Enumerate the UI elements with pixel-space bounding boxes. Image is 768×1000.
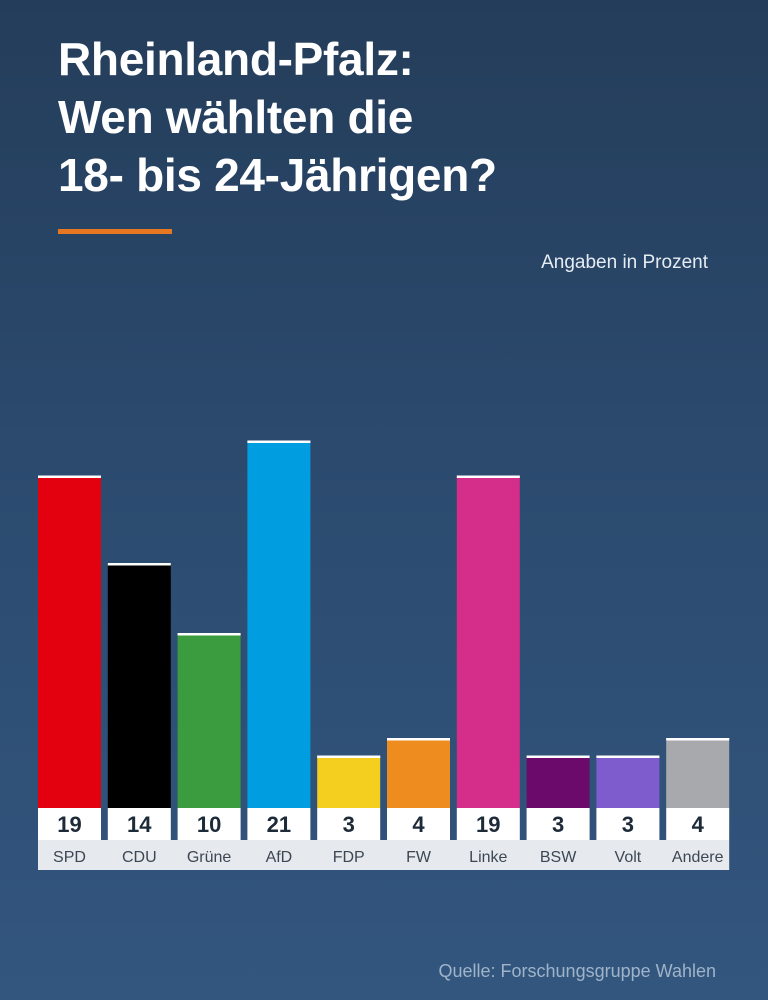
category-label-fdp: FDP bbox=[333, 849, 365, 866]
bar-volt bbox=[596, 755, 660, 808]
category-label-cdu: CDU bbox=[122, 849, 157, 866]
bar-gr-ne bbox=[177, 633, 241, 808]
category-label-bsw: BSW bbox=[540, 849, 577, 866]
bar-top-edge-bsw bbox=[526, 755, 590, 758]
value-box-fw bbox=[387, 808, 450, 840]
bar-afd bbox=[247, 440, 311, 808]
unit-note: Angaben in Prozent bbox=[541, 252, 708, 273]
value-label-cdu: 14 bbox=[127, 812, 152, 837]
bar-top-edge-gr-ne bbox=[177, 633, 241, 636]
value-label-fw: 4 bbox=[412, 812, 425, 837]
accent-rule bbox=[58, 229, 172, 234]
value-label-andere: 4 bbox=[692, 812, 705, 837]
value-label-fdp: 3 bbox=[343, 812, 355, 837]
title-line-1: Rheinland-Pfalz: bbox=[58, 33, 414, 85]
bar-linke bbox=[456, 475, 520, 808]
category-label-volt: Volt bbox=[615, 849, 642, 866]
value-box-spd bbox=[38, 808, 101, 840]
category-label-fw: FW bbox=[406, 849, 432, 866]
bar-top-edge-cdu bbox=[107, 563, 171, 566]
value-label-bsw: 3 bbox=[552, 812, 564, 837]
chart-title: Rheinland-Pfalz: Wen wählten die 18- bis… bbox=[58, 30, 497, 204]
source-note: Quelle: Forschungsgruppe Wahlen bbox=[438, 961, 717, 981]
value-label-spd: 19 bbox=[57, 812, 81, 837]
category-label-spd: SPD bbox=[53, 849, 86, 866]
value-label-gr-ne: 10 bbox=[197, 812, 221, 837]
bar-bsw bbox=[526, 755, 590, 808]
bar-top-edge-linke bbox=[456, 475, 520, 478]
bar-top-edge-volt bbox=[596, 755, 660, 758]
value-box-volt bbox=[596, 808, 660, 840]
category-label-strip bbox=[38, 840, 730, 870]
title-line-3: 18- bis 24-Jährigen? bbox=[58, 149, 497, 201]
bar-spd bbox=[38, 475, 101, 808]
bar-top-edge-fw bbox=[387, 738, 450, 741]
title-line-2: Wen wählten die bbox=[58, 91, 414, 143]
bar-top-edge-andere bbox=[666, 738, 730, 741]
bar-cdu bbox=[107, 563, 171, 808]
bar-top-edge-fdp bbox=[317, 755, 381, 758]
value-box-gr-ne bbox=[177, 808, 241, 840]
bar-top-edge-afd bbox=[247, 440, 311, 443]
category-label-linke: Linke bbox=[469, 849, 507, 866]
value-box-linke bbox=[456, 808, 520, 840]
bar-top-edge-spd bbox=[38, 475, 101, 478]
value-box-afd bbox=[247, 808, 311, 840]
bar-fdp bbox=[317, 755, 381, 808]
value-label-linke: 19 bbox=[476, 812, 500, 837]
bar-fw bbox=[387, 738, 450, 808]
value-label-afd: 21 bbox=[267, 812, 291, 837]
value-box-andere bbox=[666, 808, 730, 840]
bar-andere bbox=[666, 738, 730, 808]
value-label-volt: 3 bbox=[622, 812, 634, 837]
category-label-afd: AfD bbox=[266, 849, 293, 866]
category-label-andere: Andere bbox=[672, 849, 724, 866]
value-box-cdu bbox=[107, 808, 171, 840]
value-box-bsw bbox=[526, 808, 590, 840]
category-label-gr-ne: Grüne bbox=[187, 849, 232, 866]
value-box-fdp bbox=[317, 808, 381, 840]
